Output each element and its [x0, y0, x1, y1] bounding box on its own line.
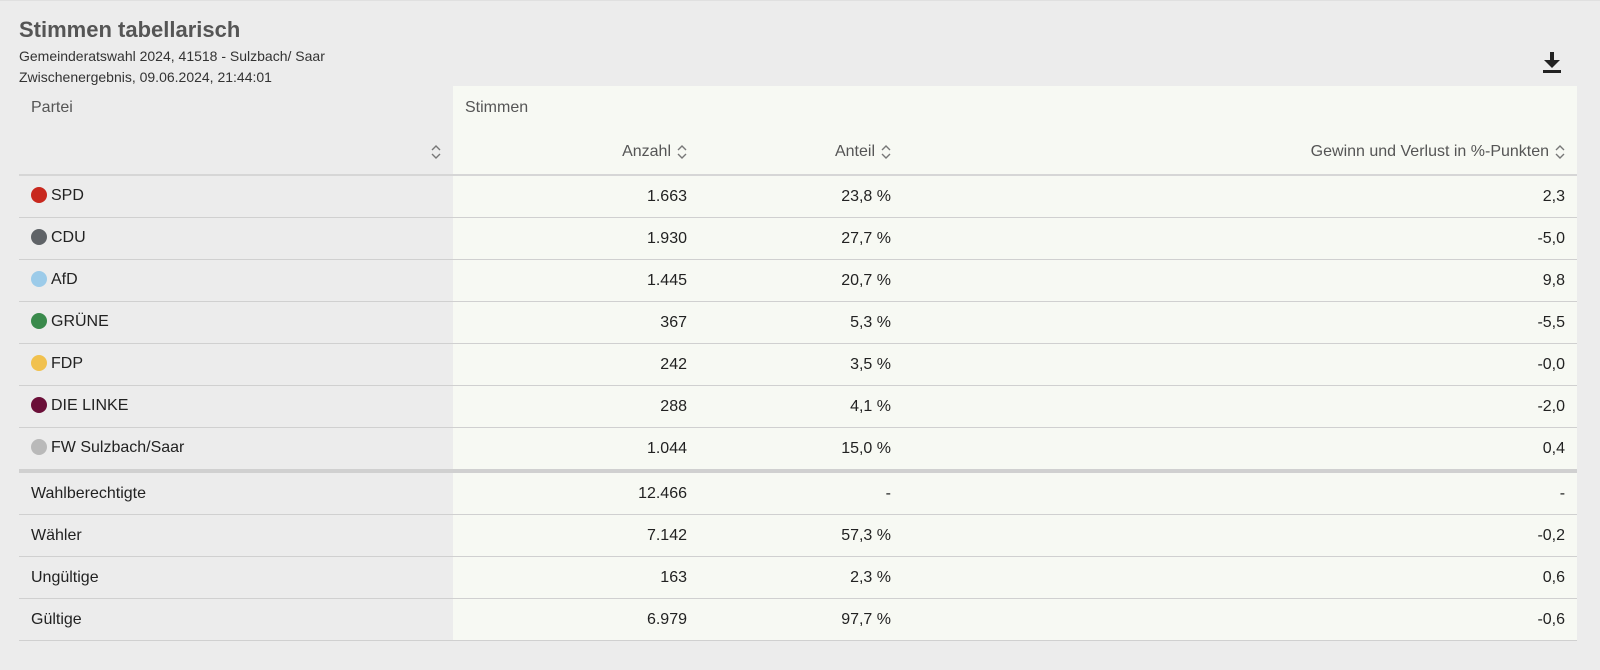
share-cell: 2,3 % — [699, 556, 903, 599]
party-name-cell: GRÜNE — [19, 301, 453, 344]
change-cell: 0,6 — [903, 556, 1578, 599]
change-cell: 0,4 — [903, 427, 1578, 473]
party-color-dot — [31, 355, 47, 372]
share-cell: 15,0 % — [699, 427, 903, 473]
count-cell: 1.930 — [453, 217, 699, 260]
count-cell: 1.445 — [453, 259, 699, 302]
change-cell: -0,6 — [903, 598, 1578, 641]
change-cell: -5,5 — [903, 301, 1578, 344]
count-cell: 1.663 — [453, 175, 699, 218]
party-name: AfD — [51, 271, 78, 289]
share-cell: 5,3 % — [699, 301, 903, 344]
party-name-cell: SPD — [19, 175, 453, 218]
table-row: CDU 1.930 27,7 % -5,0 — [19, 217, 1578, 260]
share-header-label: Anteil — [834, 143, 875, 160]
share-column-header[interactable]: Anteil — [699, 130, 903, 176]
share-cell: 20,7 % — [699, 259, 903, 302]
change-cell: - — [903, 471, 1578, 515]
share-cell: 23,8 % — [699, 175, 903, 218]
sort-icon[interactable] — [1555, 144, 1565, 160]
panel-title: Stimmen tabellarisch — [19, 17, 241, 42]
election-subtitle: Gemeinderatswahl 2024, 41518 - Sulzbach/… — [19, 48, 325, 64]
summary-row: Ungültige 163 2,3 % 0,6 — [19, 556, 1578, 599]
party-sort-cell — [19, 130, 453, 176]
party-name: SPD — [51, 187, 84, 205]
share-cell: 4,1 % — [699, 385, 903, 428]
count-cell: 367 — [453, 301, 699, 344]
sort-icon[interactable] — [677, 144, 687, 160]
party-name: DIE LINKE — [51, 397, 129, 415]
summary-label: Wähler — [19, 514, 453, 557]
party-color-dot — [31, 271, 47, 288]
party-name-cell: AfD — [19, 259, 453, 302]
party-name: FW Sulzbach/Saar — [51, 439, 185, 457]
summary-row: Wahlberechtigte 12.466 - - — [19, 471, 1578, 515]
summary-label: Gültige — [19, 598, 453, 641]
change-cell: -5,0 — [903, 217, 1578, 260]
change-header-label: Gewinn und Verlust in %-Punkten — [1310, 143, 1550, 160]
count-cell: 163 — [453, 556, 699, 599]
table-row: SPD 1.663 23,8 % 2,3 — [19, 175, 1578, 218]
sort-icon[interactable] — [881, 144, 891, 160]
change-cell: 2,3 — [903, 175, 1578, 218]
table-row: GRÜNE 367 5,3 % -5,5 — [19, 301, 1578, 344]
party-color-dot — [31, 397, 47, 414]
party-name: GRÜNE — [51, 313, 109, 331]
summary-label: Wahlberechtigte — [19, 471, 453, 515]
count-cell: 1.044 — [453, 427, 699, 473]
count-header-label: Anzahl — [622, 143, 671, 160]
party-color-dot — [31, 229, 47, 246]
count-cell: 242 — [453, 343, 699, 386]
status-subtitle: Zwischenergebnis, 09.06.2024, 21:44:01 — [19, 69, 272, 85]
summary-row: Wähler 7.142 57,3 % -0,2 — [19, 514, 1578, 557]
party-name-cell: FW Sulzbach/Saar — [19, 427, 453, 473]
count-cell: 12.466 — [453, 471, 699, 515]
party-name: FDP — [51, 355, 83, 373]
votes-group-header: Stimmen — [453, 86, 1578, 130]
summary-row: Gültige 6.979 97,7 % -0,6 — [19, 598, 1578, 641]
votes-table: Partei Stimmen Anzahl Anteil — [19, 86, 1578, 641]
share-cell: 97,7 % — [699, 598, 903, 641]
party-color-dot — [31, 313, 47, 330]
votes-table-container: Partei Stimmen Anzahl Anteil — [19, 86, 1578, 641]
panel-header: Stimmen tabellarisch Gemeinderatswahl 20… — [19, 17, 325, 88]
share-cell: - — [699, 471, 903, 515]
share-cell: 3,5 % — [699, 343, 903, 386]
party-name-cell: FDP — [19, 343, 453, 386]
change-cell: -0,0 — [903, 343, 1578, 386]
count-column-header[interactable]: Anzahl — [453, 130, 699, 176]
count-cell: 7.142 — [453, 514, 699, 557]
download-icon[interactable] — [1542, 51, 1562, 73]
count-cell: 6.979 — [453, 598, 699, 641]
change-cell: -0,2 — [903, 514, 1578, 557]
party-name-cell: DIE LINKE — [19, 385, 453, 428]
share-cell: 27,7 % — [699, 217, 903, 260]
table-row: DIE LINKE 288 4,1 % -2,0 — [19, 385, 1578, 428]
table-row: FW Sulzbach/Saar 1.044 15,0 % 0,4 — [19, 427, 1578, 473]
change-column-header[interactable]: Gewinn und Verlust in %-Punkten — [903, 130, 1578, 176]
table-row: AfD 1.445 20,7 % 9,8 — [19, 259, 1578, 302]
party-name-cell: CDU — [19, 217, 453, 260]
count-cell: 288 — [453, 385, 699, 428]
party-name: CDU — [51, 229, 86, 247]
party-color-dot — [31, 439, 47, 456]
sort-icon[interactable] — [431, 144, 441, 160]
change-cell: 9,8 — [903, 259, 1578, 302]
party-color-dot — [31, 187, 47, 204]
summary-label: Ungültige — [19, 556, 453, 599]
party-column-header: Partei — [19, 86, 453, 130]
change-cell: -2,0 — [903, 385, 1578, 428]
share-cell: 57,3 % — [699, 514, 903, 557]
table-row: FDP 242 3,5 % -0,0 — [19, 343, 1578, 386]
